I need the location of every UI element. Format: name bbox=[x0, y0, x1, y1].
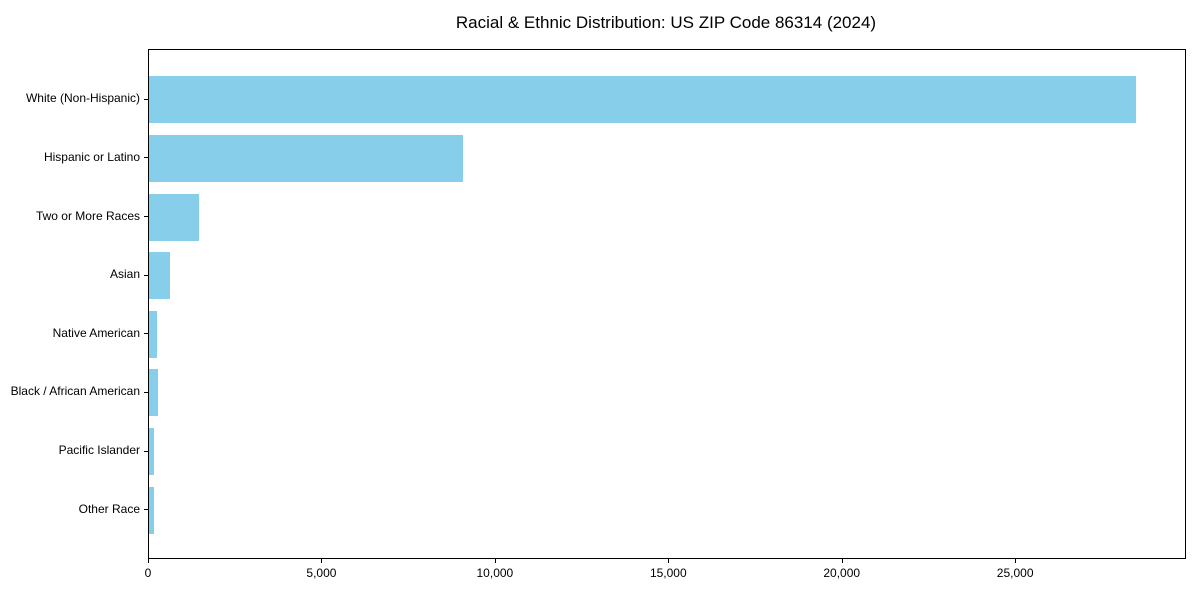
y-axis-tick bbox=[144, 157, 148, 159]
y-axis-tick bbox=[144, 450, 148, 452]
chart-title: Racial & Ethnic Distribution: US ZIP Cod… bbox=[455, 13, 877, 32]
bar bbox=[149, 310, 157, 358]
x-axis-tick bbox=[321, 559, 323, 563]
plot-area bbox=[148, 49, 1186, 559]
y-axis-tick bbox=[144, 333, 148, 335]
x-axis-tick bbox=[1015, 559, 1017, 563]
x-axis-tick bbox=[494, 559, 496, 563]
bar bbox=[149, 428, 155, 476]
x-axis-tick-label: 15,000 bbox=[649, 566, 687, 580]
bar bbox=[149, 252, 170, 300]
y-axis-label: Pacific Islander bbox=[58, 443, 140, 458]
bar bbox=[149, 134, 463, 182]
y-axis-tick bbox=[144, 391, 148, 393]
y-axis-label: Native American bbox=[52, 325, 140, 340]
bar bbox=[149, 193, 199, 241]
y-axis-label: Other Race bbox=[78, 501, 140, 516]
bar bbox=[149, 76, 1136, 124]
x-axis-tick-label: 0 bbox=[144, 566, 152, 580]
y-axis-label: Asian bbox=[109, 267, 140, 282]
x-axis-tick bbox=[148, 559, 149, 563]
x-axis-tick-label: 10,000 bbox=[476, 566, 514, 580]
x-axis-tick-label: 20,000 bbox=[823, 566, 861, 580]
y-axis-tick bbox=[144, 274, 148, 276]
y-axis-label: Hispanic or Latino bbox=[43, 149, 140, 164]
y-axis-tick bbox=[144, 216, 148, 218]
y-axis-label: Two or More Races bbox=[35, 208, 140, 223]
y-axis-tick bbox=[144, 509, 148, 511]
x-axis-tick-label: 25,000 bbox=[996, 566, 1034, 580]
bar bbox=[149, 369, 158, 417]
y-axis-label: Black / African American bbox=[10, 384, 140, 399]
x-axis-tick bbox=[668, 559, 670, 563]
x-axis-tick bbox=[841, 559, 843, 563]
y-axis-label: White (Non-Hispanic) bbox=[25, 91, 140, 106]
x-axis-tick-label: 5,000 bbox=[306, 566, 337, 580]
y-axis-tick bbox=[144, 98, 148, 100]
bar bbox=[149, 486, 154, 534]
